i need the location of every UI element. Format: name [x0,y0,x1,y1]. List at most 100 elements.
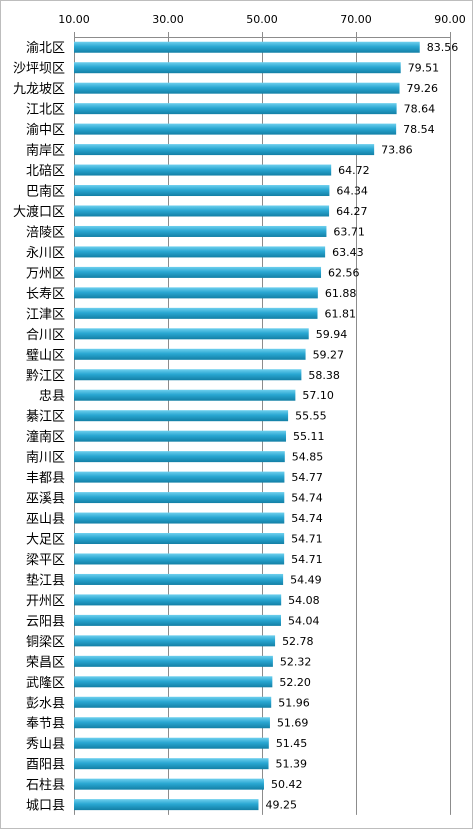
data-label: 63.71 [333,225,365,238]
bar [74,430,287,442]
bar [74,144,375,156]
data-label: 57.10 [302,389,334,402]
category-label: 渝北区 [26,40,65,56]
category-label: 彭水县 [26,696,65,711]
bar [74,717,270,729]
category-label: 铜梁区 [26,635,65,650]
bar [74,62,401,74]
data-label: 79.26 [407,82,439,95]
data-label: 52.32 [280,655,312,668]
data-label: 54.71 [291,553,323,566]
bar [74,492,285,504]
bar [74,225,327,237]
category-labels: 渝北区沙坪坝区九龙坡区江北区渝中区南岸区北碚区巴南区大渡口区涪陵区永川区万州区长… [13,40,65,813]
category-label: 开州区 [26,594,65,609]
bar [74,573,284,585]
bar [74,41,420,53]
bar [74,103,397,115]
category-label: 江津区 [26,307,65,322]
category-label: 江北区 [26,103,65,118]
category-label: 南川区 [26,450,65,466]
category-label: 九龙坡区 [13,82,65,97]
bar [74,696,272,708]
data-label: 61.81 [325,307,357,320]
category-label: 璧山区 [26,347,65,363]
x-tick-label: 70.00 [340,13,372,26]
data-label: 54.08 [288,594,320,607]
bar [74,737,269,749]
category-label: 武隆区 [26,676,65,691]
bar [74,123,397,135]
x-tick-label: 50.00 [246,13,278,26]
category-label: 潼南区 [26,429,65,445]
bar [74,655,273,667]
data-label: 55.11 [293,430,325,443]
category-label: 渝中区 [26,122,65,138]
category-label: 忠县 [39,389,65,404]
data-label: 54.71 [291,533,323,546]
bar [74,799,259,811]
data-label: 58.38 [308,369,340,382]
x-tick-label: 90.00 [434,13,466,26]
bar [74,164,332,176]
category-label: 酉阳县 [26,758,65,773]
bar [74,778,264,790]
data-label: 54.49 [290,573,322,586]
bar [74,246,326,258]
data-label: 73.86 [381,144,413,157]
bar [74,185,330,197]
bar [74,533,285,545]
value-labels: 83.56 79.51 79.26 78.64 78.54 73.86 64.72 64.34… [265,41,458,811]
category-label: 万州区 [26,266,65,281]
bar [74,614,281,626]
data-label: 51.96 [278,696,310,709]
x-tick-label: 10.00 [58,13,90,26]
data-label: 54.85 [292,451,324,464]
category-label: 巴南区 [26,184,65,200]
category-label: 奉节县 [26,717,65,732]
category-label: 丰都县 [26,471,65,486]
bar [74,594,282,606]
bar [74,451,285,463]
category-label: 大渡口区 [13,204,65,220]
bar [74,758,269,770]
bar [74,328,309,340]
bar [74,410,289,422]
category-label: 石柱县 [26,778,65,793]
bar [74,287,318,299]
bar [74,307,318,319]
category-label: 涪陵区 [26,225,65,240]
x-tick-label: 30.00 [152,13,184,26]
data-label: 63.43 [332,246,364,259]
bar [74,266,322,278]
data-label: 51.45 [276,737,308,750]
data-label: 49.25 [265,799,297,812]
category-label: 黔江区 [26,369,65,384]
category-label: 南岸区 [26,143,65,159]
category-label: 城口县 [26,799,65,814]
data-label: 59.27 [313,348,345,361]
bar [74,389,296,401]
bar [74,205,330,217]
data-label: 54.74 [291,492,323,505]
category-label: 永川区 [26,246,65,261]
bar [74,369,302,381]
category-label: 綦江区 [26,410,65,425]
category-label: 云阳县 [26,614,65,629]
data-label: 79.51 [408,62,440,75]
bar [74,553,285,565]
data-label: 78.64 [404,103,436,116]
bar [74,348,306,360]
data-label: 64.27 [336,205,368,218]
data-label: 78.54 [403,123,435,136]
bars [74,41,420,811]
x-axis-ticks: 10.00 30.00 50.00 70.00 90.00 [58,13,466,38]
bar [74,512,285,524]
category-label: 秀山县 [26,737,65,752]
data-label: 64.34 [336,185,368,198]
data-label: 83.56 [427,41,459,54]
data-label: 64.72 [338,164,370,177]
data-label: 55.55 [295,410,327,423]
category-label: 荣昌区 [26,655,65,670]
